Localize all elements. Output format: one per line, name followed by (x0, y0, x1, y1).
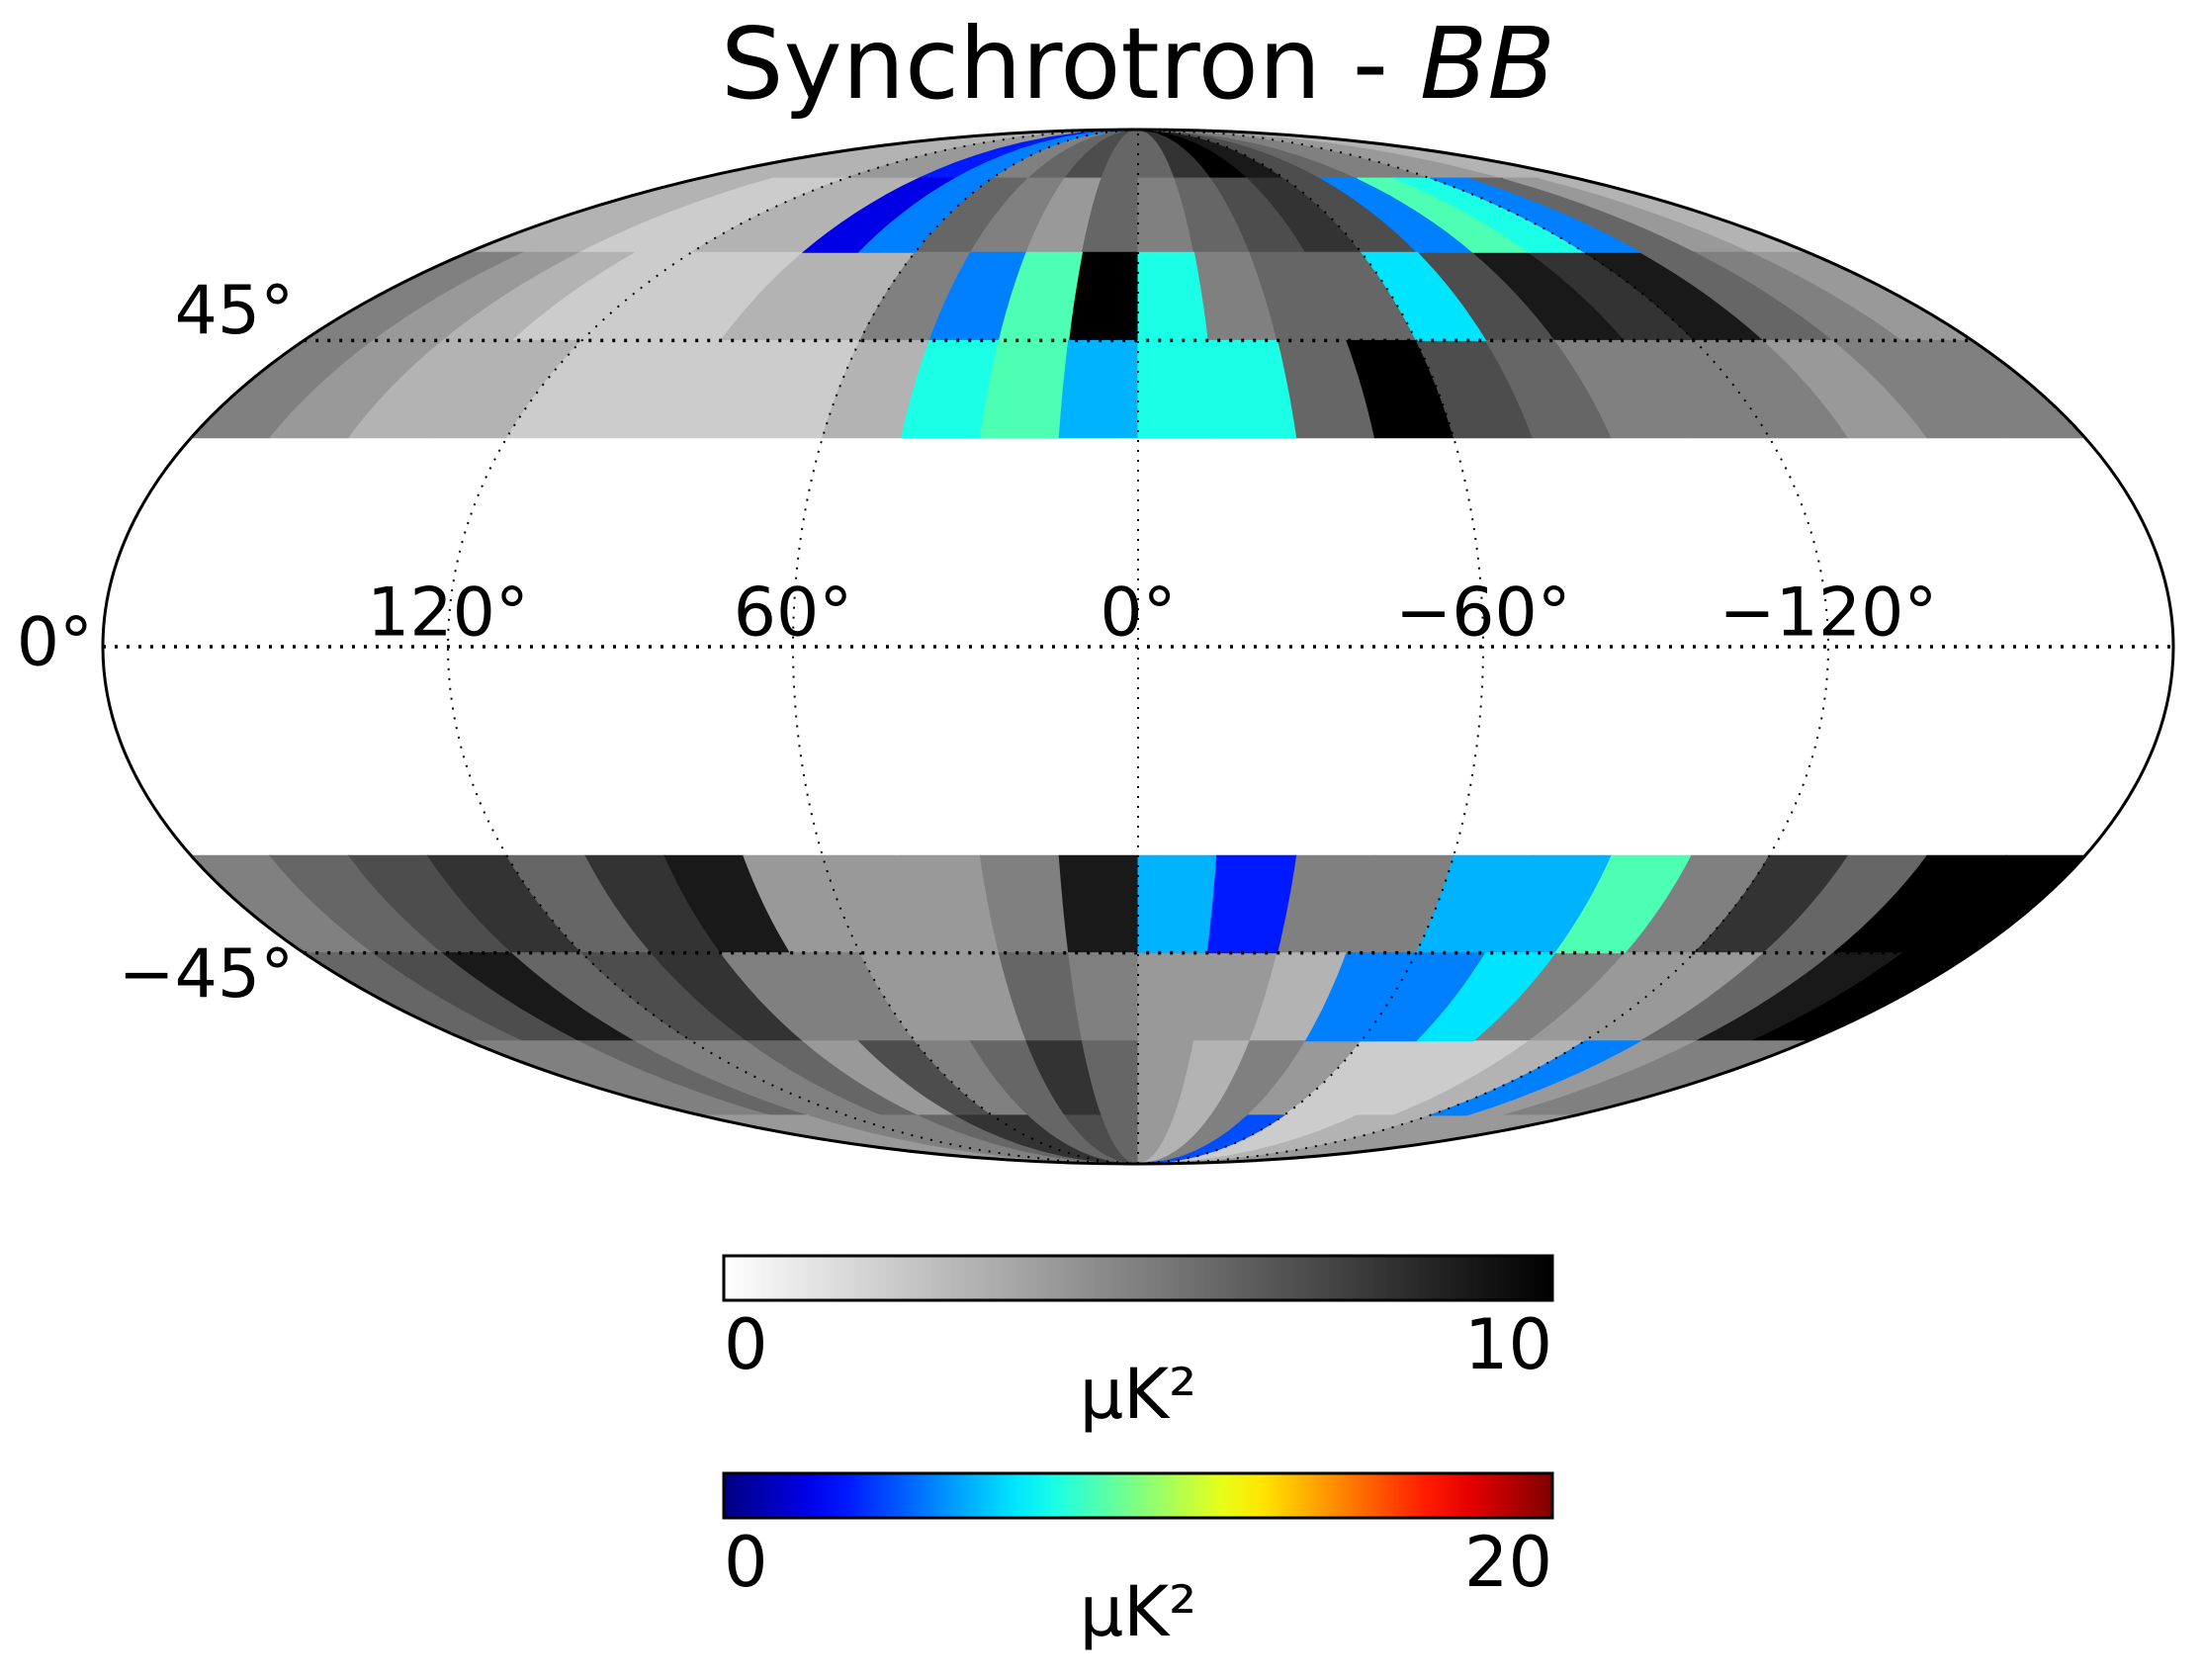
lon-label: 120° (367, 575, 529, 653)
map-pixel (1137, 339, 1218, 439)
map-pixel (1416, 952, 1556, 1042)
graticule (103, 130, 2173, 1164)
map-pixel (1137, 854, 1218, 954)
map-pixel (1430, 1040, 1641, 1116)
colorbar-tick-label: 0 (724, 1522, 768, 1603)
map-pixel (1360, 251, 1487, 341)
colorbars: 0 10 μK² 0 20 μK² (722, 1254, 1554, 1652)
colorbar-label: μK² (1080, 1354, 1197, 1435)
colorbar-tick-label: 20 (1464, 1522, 1552, 1603)
title-emphasis: BB (1420, 6, 1555, 122)
map-outline (101, 128, 2175, 1166)
colorbar (722, 1471, 1554, 1520)
map-pixel (1058, 854, 1139, 954)
map-pixel (1058, 339, 1139, 439)
meridian (1137, 130, 1485, 1164)
map-pixel (1553, 854, 1692, 954)
colorbar-tick-label: 0 (724, 1304, 768, 1385)
lon-label: −60° (1395, 575, 1571, 653)
lat-label: 0° (17, 604, 93, 682)
lat-label: −45° (119, 935, 295, 1014)
title-text: Synchrotron - (721, 6, 1420, 122)
map-pixel (1430, 177, 1641, 253)
graticule-labels: 120° 60° 0° −60° −120° 45° 0° −45° (17, 272, 1938, 1014)
colorbar-label: μK² (1080, 1571, 1197, 1652)
lat-label: 45° (175, 272, 295, 350)
lon-label: −120° (1719, 575, 1938, 653)
colorbar (722, 1254, 1554, 1302)
title: Synchrotron - BB (721, 6, 1555, 122)
map-pixel (1137, 1114, 1286, 1164)
lon-label: 60° (734, 575, 853, 653)
colorbar-tick-label: 10 (1464, 1304, 1552, 1385)
map-pixels (190, 130, 2086, 1164)
lon-label: 0° (1100, 575, 1176, 653)
map-pixel (857, 177, 994, 253)
